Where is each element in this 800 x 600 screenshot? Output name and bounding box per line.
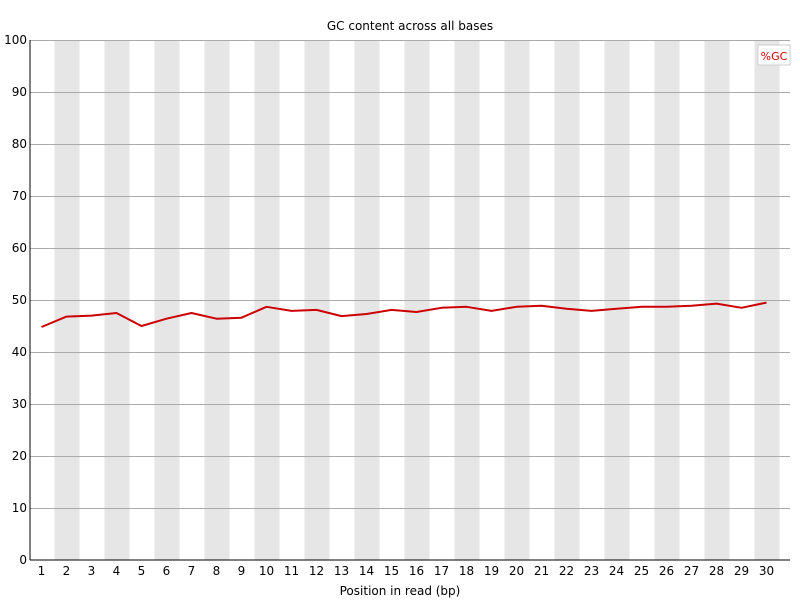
y-tick-label-100: 100 bbox=[4, 33, 27, 47]
data-point-27 bbox=[691, 305, 693, 307]
data-point-13 bbox=[341, 315, 343, 317]
data-point-30 bbox=[766, 302, 768, 304]
data-point-22 bbox=[566, 308, 568, 310]
x-tick-label-6: 6 bbox=[163, 564, 171, 578]
x-tick-label-25: 25 bbox=[634, 564, 649, 578]
data-point-12 bbox=[316, 309, 318, 311]
y-tick-label-30: 30 bbox=[12, 397, 27, 411]
x-tick-label-20: 20 bbox=[509, 564, 524, 578]
chart-title: GC content across all bases bbox=[327, 19, 493, 33]
x-tick-label-26: 26 bbox=[659, 564, 674, 578]
data-point-3 bbox=[91, 315, 93, 317]
data-point-24 bbox=[616, 308, 618, 310]
x-tick-label-5: 5 bbox=[138, 564, 146, 578]
data-point-19 bbox=[491, 310, 493, 312]
data-point-18 bbox=[466, 306, 468, 308]
data-point-15 bbox=[391, 309, 393, 311]
series-line-gc bbox=[41, 301, 767, 328]
data-point-28 bbox=[716, 303, 718, 305]
y-tick-label-90: 90 bbox=[12, 85, 27, 99]
x-tick-label-13: 13 bbox=[334, 564, 349, 578]
data-point-23 bbox=[591, 310, 593, 312]
data-point-9 bbox=[241, 317, 243, 319]
x-tick-label-16: 16 bbox=[409, 564, 424, 578]
x-tick-label-4: 4 bbox=[113, 564, 121, 578]
data-point-1 bbox=[41, 326, 43, 328]
legend: %GC bbox=[757, 44, 791, 66]
x-tick-label-21: 21 bbox=[534, 564, 549, 578]
data-point-29 bbox=[741, 307, 743, 309]
x-tick-label-8: 8 bbox=[213, 564, 221, 578]
series-lines bbox=[41, 301, 768, 328]
x-tick-labels: 1 2 3 4 5 6 7 8 9 10 11 12 13 14 15 16 17 18 19 20 21 22 23 24 2… bbox=[38, 564, 774, 578]
data-point-25 bbox=[641, 306, 643, 308]
x-tick-label-9: 9 bbox=[238, 564, 246, 578]
data-point-20 bbox=[516, 306, 518, 308]
data-point-7 bbox=[191, 312, 193, 314]
x-tick-label-7: 7 bbox=[188, 564, 196, 578]
x-tick-label-30: 30 bbox=[759, 564, 774, 578]
data-point-5 bbox=[141, 325, 143, 327]
data-point-16 bbox=[416, 311, 418, 313]
y-tick-label-20: 20 bbox=[12, 449, 27, 463]
y-tick-labels: 0 10 20 30 40 50 60 70 80 90 100 bbox=[4, 33, 27, 567]
legend-box bbox=[757, 44, 791, 66]
x-tick-label-19: 19 bbox=[484, 564, 499, 578]
x-tick-label-15: 15 bbox=[384, 564, 399, 578]
data-point-14 bbox=[366, 313, 368, 315]
legend-label-gc: %GC bbox=[761, 50, 788, 63]
y-tick-label-0: 0 bbox=[19, 553, 27, 567]
y-tick-label-70: 70 bbox=[12, 189, 27, 203]
y-tick-label-60: 60 bbox=[12, 241, 27, 255]
horizontal-gridlines bbox=[30, 40, 790, 509]
x-tick-label-3: 3 bbox=[88, 564, 96, 578]
data-point-17 bbox=[441, 307, 443, 309]
data-point-2 bbox=[66, 316, 68, 318]
data-point-4 bbox=[116, 312, 118, 314]
x-axis-label: Position in read (bp) bbox=[340, 584, 461, 598]
x-tick-label-10: 10 bbox=[259, 564, 274, 578]
data-point-6 bbox=[166, 318, 168, 320]
data-point-11 bbox=[291, 310, 293, 312]
data-point-8 bbox=[216, 318, 218, 320]
x-tick-label-24: 24 bbox=[609, 564, 624, 578]
x-tick-label-12: 12 bbox=[309, 564, 324, 578]
y-tick-label-80: 80 bbox=[12, 137, 27, 151]
y-tick-label-50: 50 bbox=[12, 293, 27, 307]
axes bbox=[29, 40, 790, 561]
x-tick-label-17: 17 bbox=[434, 564, 449, 578]
x-tick-label-18: 18 bbox=[459, 564, 474, 578]
y-tick-label-10: 10 bbox=[12, 501, 27, 515]
x-tick-label-28: 28 bbox=[709, 564, 724, 578]
y-tick-label-40: 40 bbox=[12, 345, 27, 359]
data-point-10 bbox=[266, 306, 268, 308]
x-tick-label-1: 1 bbox=[38, 564, 46, 578]
x-tick-label-29: 29 bbox=[734, 564, 749, 578]
x-tick-label-11: 11 bbox=[284, 564, 299, 578]
x-tick-label-2: 2 bbox=[63, 564, 71, 578]
x-tick-label-22: 22 bbox=[559, 564, 574, 578]
x-tick-label-23: 23 bbox=[584, 564, 599, 578]
x-tick-label-27: 27 bbox=[684, 564, 699, 578]
x-tick-label-14: 14 bbox=[359, 564, 374, 578]
data-point-21 bbox=[541, 305, 543, 307]
data-point-26 bbox=[666, 306, 668, 308]
